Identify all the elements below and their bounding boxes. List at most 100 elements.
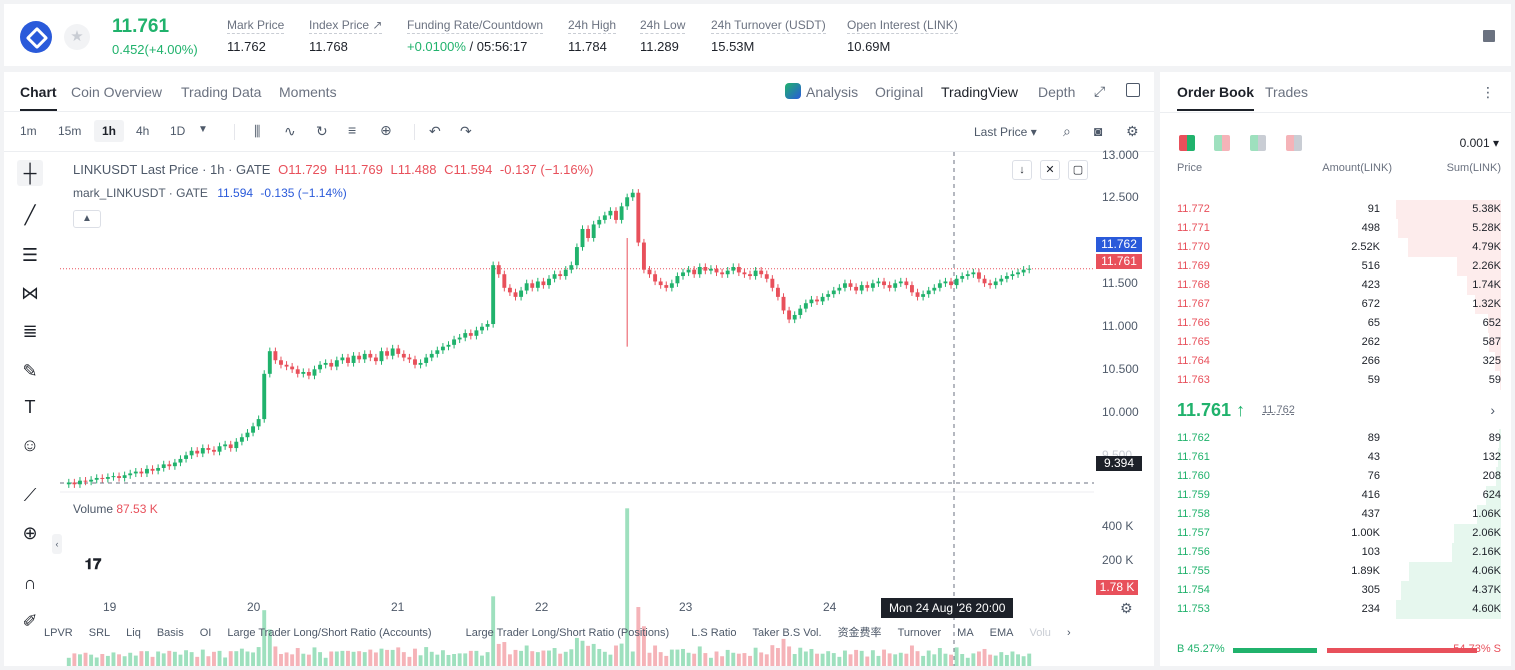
zoom-tool-icon[interactable]: ⊕	[22, 523, 38, 543]
tab-moments[interactable]: Moments	[279, 84, 337, 100]
timeframe-4h[interactable]: 4h	[136, 124, 150, 138]
order-book-row[interactable]: 11.771 498 5.28K	[1160, 219, 1511, 238]
more-options-icon[interactable]: ⋮	[1481, 84, 1495, 100]
view-alt-icon[interactable]	[1214, 135, 1230, 151]
candlestick-chart[interactable]	[60, 152, 1094, 666]
template-icon[interactable]: ≡	[348, 122, 357, 138]
tab-trading-data[interactable]: Trading Data	[181, 84, 262, 100]
volume-bar	[686, 652, 691, 666]
order-book-row[interactable]: 11.753 234 4.60K	[1160, 600, 1511, 619]
indicator-item[interactable]: Large Trader Long/Short Ratio (Accounts)	[227, 627, 432, 639]
settings-gear-icon[interactable]: ⚙	[1126, 123, 1139, 139]
search-icon[interactable]: ⌕	[1063, 123, 1071, 139]
indicator-item[interactable]: Volu	[1029, 627, 1051, 639]
add-alert-icon[interactable]: ⊕	[380, 122, 392, 138]
emoji-tool-icon[interactable]: ☺	[20, 435, 40, 455]
indicator-item[interactable]: Liq	[126, 627, 141, 639]
indicator-item[interactable]: SRL	[88, 627, 111, 639]
chevron-right-icon[interactable]: ›	[1490, 402, 1495, 418]
order-book-row[interactable]: 11.772 91 5.38K	[1160, 200, 1511, 219]
timeframe-1h[interactable]: 1h	[94, 120, 125, 142]
favorite-star-icon[interactable]: ★	[64, 24, 90, 50]
order-book-row[interactable]: 11.769 516 2.26K	[1160, 257, 1511, 276]
order-book-row[interactable]: 11.755 1.89K 4.06K	[1160, 562, 1511, 581]
view-asks-icon[interactable]	[1286, 135, 1302, 151]
trendline-tool-icon[interactable]: ╱	[24, 205, 36, 225]
order-book-row[interactable]: 11.767 672 1.32K	[1160, 295, 1511, 314]
collapse-icon[interactable]: ✕	[1040, 160, 1060, 180]
order-book-row[interactable]: 11.758 437 1.06K	[1160, 505, 1511, 524]
horizontal-lines-icon[interactable]: ☰	[21, 245, 39, 265]
tab-depth[interactable]: Depth	[1038, 84, 1076, 100]
tab-analysis[interactable]: Analysis	[806, 84, 859, 100]
indicator-item[interactable]: Large Trader Long/Short Ratio (Positions…	[465, 627, 670, 639]
indicator-item[interactable]: Taker B.S Vol.	[752, 627, 822, 639]
fib-tool-icon[interactable]: ≣	[22, 321, 38, 341]
stat-index-price[interactable]: Index Price ↗ 11.768	[309, 18, 383, 54]
order-book-row[interactable]: 11.768 423 1.74K	[1160, 276, 1511, 295]
timeframe-15m[interactable]: 15m	[58, 124, 82, 138]
view-bids-icon[interactable]	[1250, 135, 1266, 151]
order-book-row[interactable]: 11.759 416 624	[1160, 486, 1511, 505]
order-book-row[interactable]: 11.765 262 587	[1160, 333, 1511, 352]
timeframe-1d[interactable]: 1D	[170, 124, 186, 138]
crosshair-tool-icon[interactable]: ┼	[17, 160, 43, 186]
volume-bar	[764, 654, 769, 666]
indicator-item[interactable]: MA	[957, 627, 974, 639]
collapse-legend-button[interactable]: ▲	[73, 210, 101, 228]
order-book-row[interactable]: 11.762 89 89	[1160, 429, 1511, 448]
order-book-row[interactable]: 11.763 59 59	[1160, 371, 1511, 390]
order-book-row[interactable]: 11.754 305 4.37K	[1160, 581, 1511, 600]
ruler-tool-icon[interactable]: ⟋	[23, 485, 37, 505]
text-tool-icon[interactable]: T	[24, 397, 36, 417]
indicator-item[interactable]: 资金费率	[837, 627, 882, 639]
order-book-row[interactable]: 11.761 43 132	[1160, 448, 1511, 467]
expand-icon[interactable]: ⤢	[1094, 83, 1106, 99]
candle-body	[457, 337, 462, 340]
indicator-item[interactable]: EMA	[989, 627, 1014, 639]
chart-plot-area[interactable]: LINKUSDT Last Price · 1h · GATE O11.729 …	[60, 152, 1094, 666]
price-axis[interactable]: 13.000 12.500 11.500 11.000 10.500 10.00…	[1094, 148, 1154, 666]
order-book-row[interactable]: 11.756 103 2.16K	[1160, 543, 1511, 562]
price-type-select[interactable]: Last Price ▾	[974, 125, 1037, 139]
indicator-item[interactable]: LPVR	[44, 627, 73, 639]
scroll-right-icon[interactable]: ›	[1066, 627, 1071, 639]
expand-tools-icon[interactable]: ‹	[52, 534, 62, 554]
fullscreen-icon[interactable]	[1126, 83, 1140, 97]
tab-coin-overview[interactable]: Coin Overview	[71, 84, 163, 100]
indicator-item[interactable]: L.S Ratio	[691, 627, 737, 639]
lock-draw-icon[interactable]: ✐	[22, 611, 38, 631]
maximize-pane-icon[interactable]: ▢	[1068, 160, 1088, 180]
pattern-tool-icon[interactable]: ⋈	[21, 283, 39, 303]
chart-settings-icon[interactable]: ⚙	[1120, 600, 1133, 616]
volume-bar	[290, 654, 295, 666]
precision-select[interactable]: 0.001 ▾	[1459, 136, 1499, 150]
candle-body	[976, 272, 981, 279]
candle-type-icon[interactable]: ⫼	[254, 123, 261, 139]
magnet-tool-icon[interactable]: ∩	[23, 573, 37, 593]
redo-icon[interactable]: ↷	[460, 123, 472, 139]
order-book-row[interactable]: 11.766 65 652	[1160, 314, 1511, 333]
book-icon[interactable]	[1483, 30, 1495, 42]
scroll-down-icon[interactable]: ↓	[1012, 160, 1032, 180]
view-both-icon[interactable]	[1179, 135, 1195, 151]
order-book-row[interactable]: 11.760 76 208	[1160, 467, 1511, 486]
tab-order-book[interactable]: Order Book	[1177, 84, 1255, 111]
timeframe-1m[interactable]: 1m	[20, 124, 37, 138]
order-book-row[interactable]: 11.764 266 325	[1160, 352, 1511, 371]
tab-tradingview[interactable]: TradingView	[941, 84, 1019, 100]
indicator-item[interactable]: Basis	[156, 627, 184, 639]
indicator-item[interactable]: Turnover	[897, 627, 942, 639]
order-book-row[interactable]: 11.770 2.52K 4.79K	[1160, 238, 1511, 257]
indicator-icon[interactable]: ∿	[284, 123, 296, 139]
timeframe-dropdown-icon[interactable]: ▼	[198, 124, 208, 135]
camera-icon[interactable]: ◙	[1094, 123, 1103, 139]
undo-icon[interactable]: ↶	[429, 123, 441, 139]
tab-original[interactable]: Original	[875, 84, 924, 100]
order-book-row[interactable]: 11.757 1.00K 2.06K	[1160, 524, 1511, 543]
indicator-item[interactable]: OI	[199, 627, 212, 639]
refresh-icon[interactable]: ↻	[316, 123, 328, 139]
tab-trades[interactable]: Trades	[1265, 84, 1309, 100]
brush-tool-icon[interactable]: ✎	[22, 361, 38, 381]
tab-chart[interactable]: Chart	[20, 84, 57, 111]
